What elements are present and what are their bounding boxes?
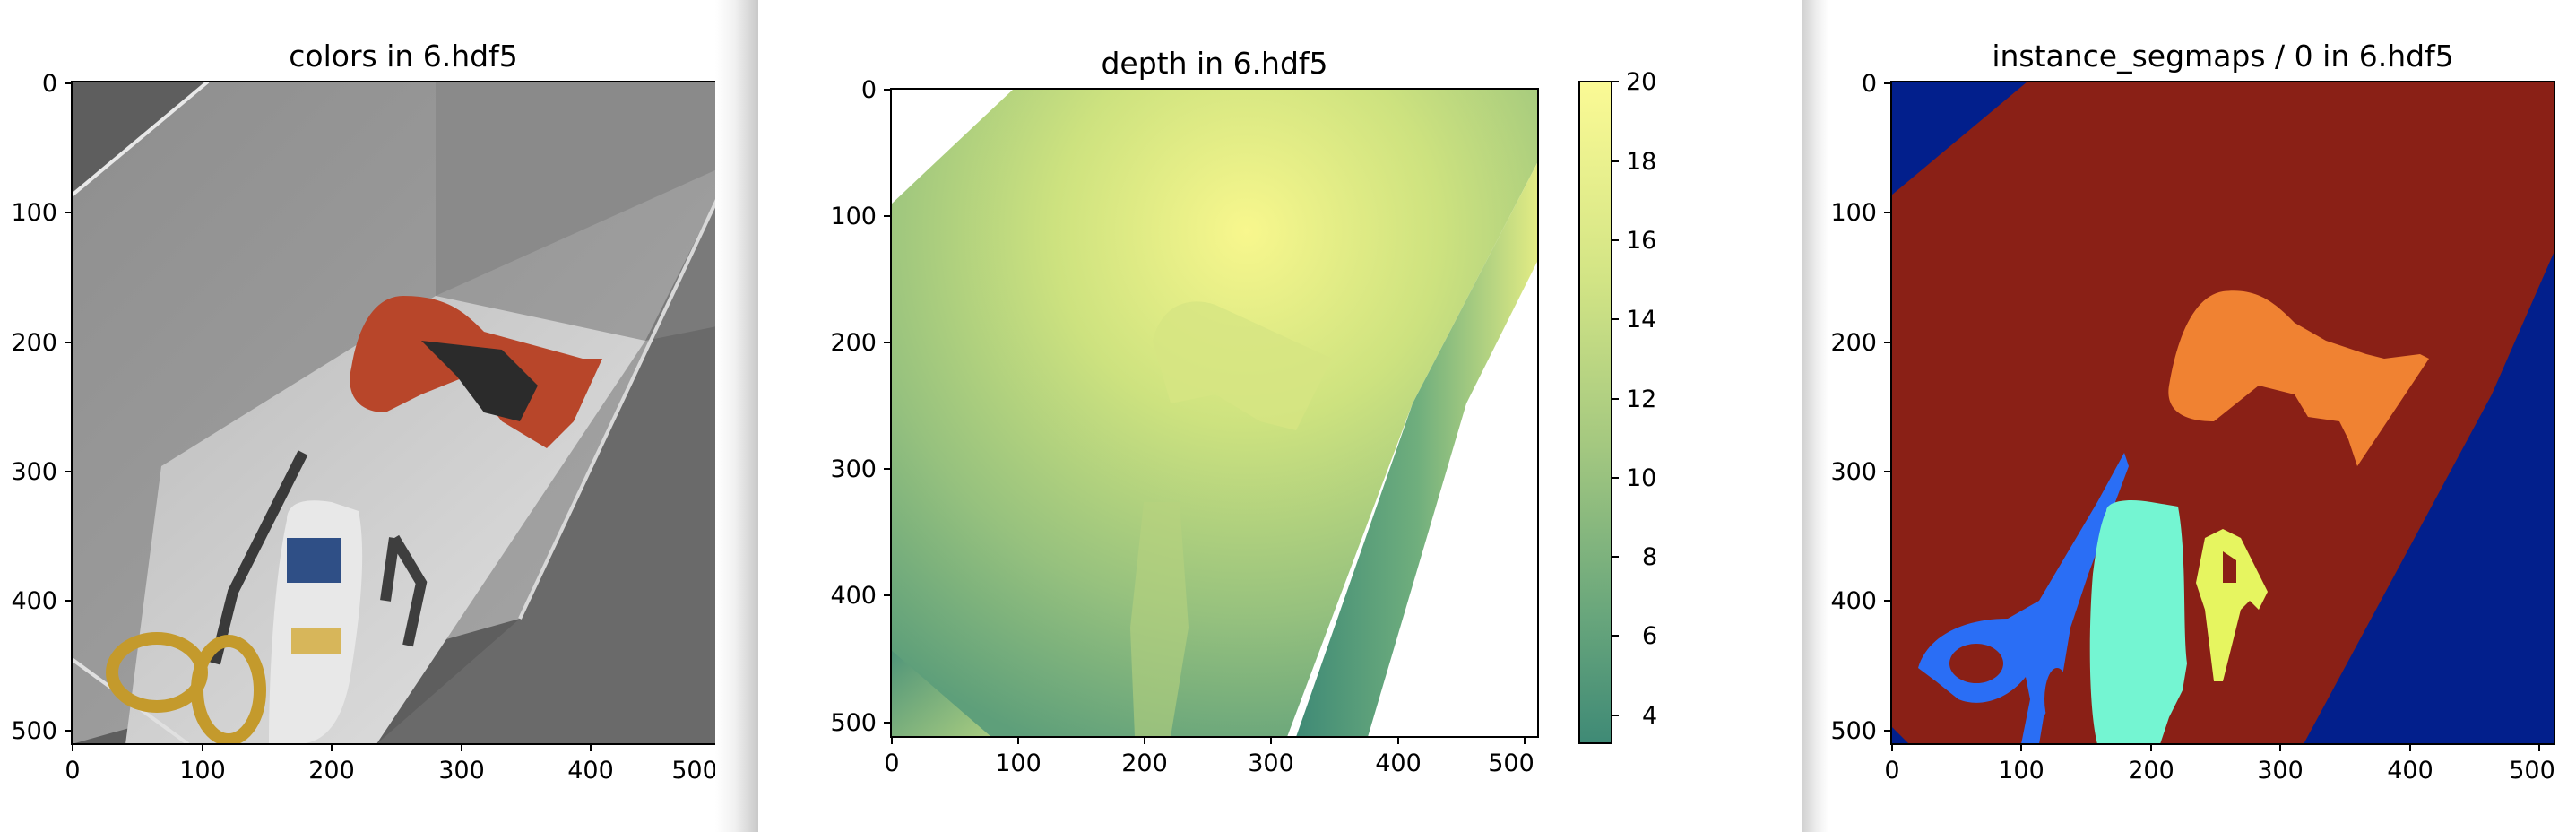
depth-y-axis: 0 100 200 300 400 500: [830, 76, 891, 737]
colors-x-tick: 300: [438, 757, 485, 784]
panel-separator: [715, 0, 758, 832]
depth-x-tick: 200: [1121, 750, 1168, 777]
colors-x-tick: 400: [567, 757, 614, 784]
depth-x-tick: 100: [995, 750, 1042, 777]
colors-title: colors in 6.hdf5: [289, 39, 517, 74]
depth-panel: depth in 6.hdf5 0 100 200 300 400 500: [758, 0, 1802, 832]
segmap-y-tick: 300: [1830, 458, 1877, 486]
segmap-y-tick: 500: [1830, 717, 1877, 745]
segmap-x-tick: 400: [2387, 757, 2433, 784]
segmap-y-tick: 400: [1830, 587, 1877, 615]
depth-x-tick: 0: [884, 750, 899, 777]
colors-x-tick: 500: [671, 757, 715, 784]
colors-x-tick: 0: [65, 757, 80, 784]
segmap-x-tick: 300: [2257, 757, 2304, 784]
colors-x-tick: 200: [308, 757, 355, 784]
drill-object: [350, 296, 602, 448]
depth-title: depth in 6.hdf5: [1101, 46, 1327, 81]
colors-y-tick: 0: [42, 70, 57, 98]
seg-bottle: [2089, 500, 2187, 744]
segmap-image: [1891, 82, 2554, 744]
seg-clamp: [2196, 529, 2268, 681]
colors-y-tick: 300: [11, 458, 57, 486]
colorbar-tick: 6: [1642, 622, 1657, 650]
depth-y-tick: 200: [830, 329, 877, 357]
depth-y-tick: 0: [861, 76, 877, 104]
segmap-y-axis: 0 100 200 300 400 500: [1830, 70, 1891, 745]
colorbar-tick: 12: [1626, 386, 1656, 413]
segmap-panel: instance_segmaps / 0 in 6.hdf5 0 100 200…: [1828, 0, 2576, 832]
depth-x-axis: 0 100 200 300 400 500: [884, 737, 1534, 777]
depth-y-tick: 400: [830, 582, 877, 610]
colors-y-tick: 200: [11, 329, 57, 357]
depth-image: [891, 89, 1538, 737]
segmap-title: instance_segmaps / 0 in 6.hdf5: [1992, 39, 2453, 74]
colors-y-tick: 400: [11, 587, 57, 615]
colors-y-tick: 100: [11, 199, 57, 227]
depth-x-tick: 300: [1248, 750, 1294, 777]
colorbar-tick: 8: [1642, 543, 1657, 571]
segmap-y-tick: 200: [1830, 329, 1877, 357]
segmap-y-tick: 100: [1830, 199, 1877, 227]
colors-panel: colors in 6.hdf5: [0, 0, 715, 832]
colorbar-tick: 18: [1626, 148, 1656, 176]
depth-y-tick: 500: [830, 709, 877, 737]
clamp-object: [380, 534, 428, 647]
segmap-x-tick: 200: [2128, 757, 2174, 784]
seg-drill: [2168, 290, 2429, 466]
segmap-x-tick: 100: [1998, 757, 2044, 784]
colors-image: [72, 82, 715, 744]
depth-x-tick: 400: [1375, 750, 1422, 777]
colorbar-tick: 16: [1626, 227, 1656, 255]
segmap-x-tick: 500: [2509, 757, 2555, 784]
depth-y-tick: 300: [830, 455, 877, 483]
bottle-object: [269, 500, 363, 744]
depth-y-tick: 100: [830, 203, 877, 230]
colorbar-tick: 20: [1626, 68, 1656, 96]
colors-y-axis: 0 100 200 300 400 500: [11, 70, 72, 745]
segmap-y-tick: 0: [1862, 70, 1877, 98]
depth-colorbar: 20 18 16 14 12 10 8 6 4: [1578, 68, 1657, 744]
colors-x-tick: 100: [179, 757, 226, 784]
colorbar-tick: 10: [1626, 464, 1656, 492]
scissors-object: [106, 450, 308, 744]
segmap-x-tick: 0: [1884, 757, 1899, 784]
segmap-x-axis: 0 100 200 300 400 500: [1884, 744, 2555, 784]
depth-x-tick: 500: [1488, 750, 1534, 777]
colorbar-tick: 14: [1626, 306, 1656, 334]
panel-separator: [1802, 0, 1828, 832]
colors-y-tick: 500: [11, 717, 57, 745]
colorbar-tick: 4: [1642, 702, 1657, 730]
colors-x-axis: 0 100 200 300 400 500: [65, 744, 715, 784]
